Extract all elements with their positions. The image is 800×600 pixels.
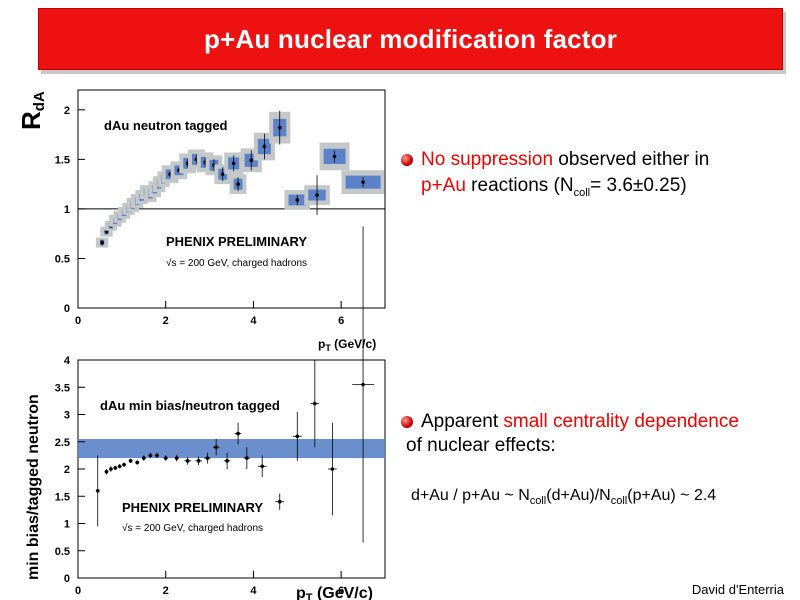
rda-point xyxy=(249,158,254,163)
ratio-ytick-label: 1.5 xyxy=(55,491,70,503)
rda-point xyxy=(332,154,337,159)
rda-xtick-label: 0 xyxy=(75,315,81,327)
ratio-point xyxy=(155,453,159,458)
chart-ratio: 0 0.5 1 1.5 2 2.5 3 3.5 4 0 2 4 6 min bias/tagged ne… xyxy=(25,226,386,600)
ratio-ytick-label: 1 xyxy=(64,519,70,531)
rda-point xyxy=(236,182,240,186)
ratio-point xyxy=(214,445,218,450)
rda-legend: dAu neutron tagged xyxy=(104,118,228,133)
ratio-ytick-label: 0 xyxy=(64,573,70,585)
ratio-annotation2: √s = 200 GeV, charged hadrons xyxy=(122,522,263,534)
ratio-point xyxy=(95,489,100,493)
rda-ytick-label: 0 xyxy=(64,303,70,315)
rda-point xyxy=(104,229,109,234)
ratio-point xyxy=(135,460,140,465)
ratio-frame xyxy=(77,359,386,579)
chart-rda: 0 0.5 1 1.5 2 0 2 4 6 RdA dAu neutron tagged PHE… xyxy=(16,89,386,353)
rda-ytick-label: 1.5 xyxy=(55,154,70,166)
ratio-xtick-label: 6 xyxy=(338,585,344,597)
rda-ylabel: RdA xyxy=(16,91,48,130)
rda-point xyxy=(262,144,267,149)
ratio-ytick-label: 3 xyxy=(64,410,70,422)
rda-annotation: PHENIX PRELIMINARY xyxy=(166,234,307,249)
ratio-ylabel: min bias/tagged neutron xyxy=(25,394,42,580)
ratio-point xyxy=(122,462,126,467)
rda-xtick-label: 6 xyxy=(338,315,344,327)
ratio-point xyxy=(148,453,153,458)
bullet-1-line-2: p+Au reactions (Ncoll= 3.6±0.25) xyxy=(421,175,687,199)
author-name: David d'Enterria xyxy=(691,582,784,597)
ratio-legend: dAu min bias/neutron tagged xyxy=(100,398,280,413)
rda-point xyxy=(361,180,365,184)
bullet-icon xyxy=(401,154,413,166)
ratio-point xyxy=(361,382,365,387)
ratio-ytick-label: 2.5 xyxy=(55,437,70,449)
rda-point xyxy=(295,198,300,202)
ratio-point xyxy=(174,456,179,460)
title-bar: p+Au nuclear modification factor xyxy=(38,8,783,70)
rda-annotation2: √s = 200 GeV, charged hadrons xyxy=(166,257,307,269)
ratio-point xyxy=(128,459,133,463)
ratio-ytick-label: 0.5 xyxy=(55,546,70,558)
rda-ytick-label: 0.5 xyxy=(55,253,70,265)
ratio-point xyxy=(313,401,317,406)
rda-xtick-label: 4 xyxy=(250,315,257,327)
ratio-point xyxy=(163,456,168,460)
ratio-point xyxy=(330,467,335,471)
rda-point xyxy=(100,240,104,245)
ratio-point xyxy=(277,499,282,504)
ratio-point xyxy=(113,466,118,470)
ratio-ytick-label: 3.5 xyxy=(55,382,70,394)
ratio-point xyxy=(205,456,210,460)
bullet-icon xyxy=(401,416,413,428)
rda-ytick-label: 1 xyxy=(64,204,70,216)
rda-xlabel: pT (GeV/c) xyxy=(318,337,376,353)
ratio-point xyxy=(117,464,122,469)
bullet-1-line-1: No suppression observed either in xyxy=(421,149,710,170)
bullet-2-line-1: Apparent small centrality dependence xyxy=(421,411,739,432)
ratio-xtick-label: 2 xyxy=(163,585,169,597)
rda-xtick-label: 2 xyxy=(163,315,169,327)
ratio-point xyxy=(196,459,201,463)
rda-point xyxy=(231,161,236,166)
ratio-band xyxy=(78,439,385,459)
ratio-xtick-label: 0 xyxy=(75,585,81,597)
ratio-point xyxy=(295,434,300,439)
ratio-point xyxy=(245,456,249,460)
ratio-point xyxy=(141,456,146,460)
ratio-point xyxy=(104,469,109,474)
ratio-point xyxy=(109,467,113,471)
rda-ytick-label: 2 xyxy=(64,105,70,117)
ratio-point xyxy=(225,459,229,463)
bullet-2-line-2: of nuclear effects: xyxy=(406,435,556,456)
rda-point xyxy=(277,125,282,130)
ratio-point xyxy=(185,459,190,463)
ratio-xlabel: pT (GeV/c) xyxy=(296,585,373,600)
ratio-ytick-label: 2 xyxy=(64,464,70,476)
ratio-annotation: PHENIX PRELIMINARY xyxy=(122,500,263,515)
ratio-ytick-label: 4 xyxy=(64,355,71,367)
formula-line: d+Au / p+Au ~ Ncoll(d+Au)/Ncoll(p+Au) ~ … xyxy=(411,487,717,508)
ratio-point xyxy=(236,431,240,436)
ratio-xtick-label: 4 xyxy=(250,585,257,597)
rda-point xyxy=(220,172,225,177)
ratio-point xyxy=(260,464,265,469)
slide-title: p+Au nuclear modification factor xyxy=(203,23,618,54)
rda-point xyxy=(315,193,319,197)
